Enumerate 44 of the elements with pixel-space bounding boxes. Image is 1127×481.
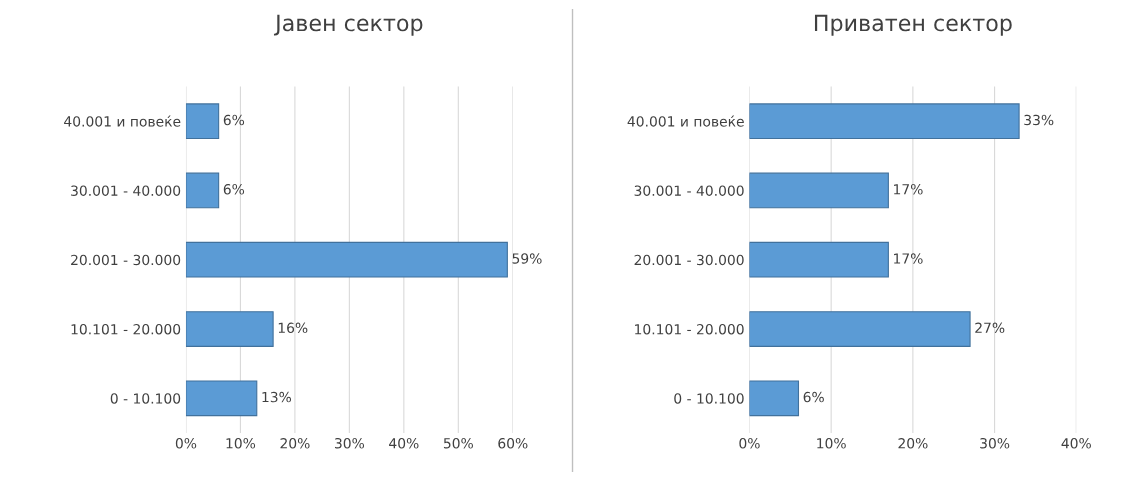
- bar: [749, 172, 889, 209]
- data-label: 27%: [975, 322, 1005, 334]
- y-tick-label: 30.001 - 40.000: [71, 185, 181, 196]
- y-tick-label: 0 - 10.100: [674, 393, 744, 404]
- chart-title: Јавен сектор: [273, 14, 423, 36]
- chart-title: Приватен сектор: [814, 14, 1012, 36]
- x-tick-label: 0%: [739, 438, 760, 449]
- x-tick-label: 60%: [498, 438, 528, 449]
- y-tick-label: 30.001 - 40.000: [634, 185, 744, 196]
- y-tick-label: 10.101 - 20.000: [71, 323, 181, 335]
- bar: [749, 311, 971, 347]
- bar: [185, 172, 220, 209]
- y-tick-label: 40.001 и повеќе: [64, 115, 181, 127]
- bar: [185, 311, 274, 347]
- x-tick-label: 10%: [817, 438, 846, 449]
- y-tick-label: 0 - 10.100: [110, 393, 181, 404]
- x-tick-label: 20%: [898, 438, 928, 449]
- data-label: 33%: [1024, 114, 1054, 126]
- data-label: 17%: [894, 184, 923, 195]
- x-tick-label: 30%: [980, 438, 1010, 449]
- bar: [185, 241, 508, 278]
- x-tick-label: 50%: [443, 438, 473, 449]
- x-tick-label: 40%: [1061, 438, 1091, 449]
- bar: [185, 380, 258, 417]
- y-tick-label: 20.001 - 30.000: [71, 254, 181, 266]
- data-label: 17%: [894, 253, 923, 264]
- y-tick-label: 40.001 и повеќе: [627, 115, 744, 127]
- y-tick-label: 10.101 - 20.000: [635, 323, 744, 335]
- bar: [749, 241, 889, 278]
- bar: [749, 103, 1020, 140]
- x-tick-label: 40%: [389, 438, 419, 449]
- data-label: 6%: [223, 184, 245, 195]
- x-tick-label: 30%: [334, 438, 365, 449]
- bar: [185, 103, 220, 140]
- x-tick-label: 10%: [226, 438, 256, 449]
- bar: [749, 380, 800, 417]
- data-label: 16%: [278, 322, 308, 334]
- data-label: 59%: [512, 253, 542, 264]
- y-tick-label: 20.001 - 30.000: [634, 254, 744, 266]
- data-label: 13%: [262, 391, 292, 403]
- data-label: 6%: [803, 391, 824, 403]
- x-tick-label: 20%: [280, 438, 310, 449]
- x-tick-label: 0%: [175, 438, 197, 449]
- data-label: 6%: [223, 114, 245, 126]
